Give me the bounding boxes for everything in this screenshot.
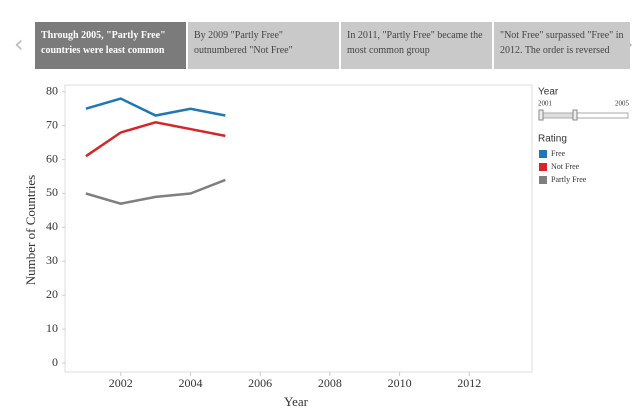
story-tab[interactable]: "Not Free" surpassed "Free" in 2012. The…: [494, 22, 630, 69]
y-tick-label: 60: [46, 151, 58, 165]
legend-label: Not Free: [551, 162, 580, 171]
y-tick-label: 40: [46, 219, 58, 233]
story-tabs: Through 2005, "Partly Free" countries we…: [35, 22, 630, 69]
y-tick-label: 30: [46, 253, 58, 267]
legend-swatch: [539, 176, 547, 184]
y-axis-title: Number of Countries: [23, 175, 38, 285]
legend-swatch: [539, 163, 547, 171]
legend-label: Partly Free: [551, 175, 587, 184]
x-tick-label: 2002: [109, 376, 133, 390]
legend-swatch: [539, 150, 547, 158]
series-line: [85, 97, 226, 117]
x-axis-title: Year: [284, 394, 309, 409]
y-tick-label: 80: [46, 84, 58, 98]
series-line: [85, 178, 226, 205]
story-tab[interactable]: Through 2005, "Partly Free" countries we…: [35, 22, 186, 69]
y-tick-label: 50: [46, 185, 58, 199]
filter-min: 2001: [538, 100, 553, 108]
x-tick-label: 2012: [457, 376, 481, 390]
filter-title: Year: [538, 87, 559, 98]
prev-arrow[interactable]: ‹: [14, 30, 24, 58]
y-tick-label: 70: [46, 117, 58, 131]
x-tick-label: 2010: [388, 376, 412, 390]
slider-handle[interactable]: [572, 109, 578, 121]
slider-handle[interactable]: [538, 109, 544, 121]
y-tick-label: 0: [52, 355, 58, 369]
x-tick-label: 2006: [248, 376, 272, 390]
legend-title: Rating: [538, 134, 567, 145]
y-tick-label: 20: [46, 287, 58, 301]
x-tick-label: 2004: [178, 376, 202, 390]
plot-frame: [64, 84, 533, 373]
slider-range: [539, 112, 576, 119]
story-tab[interactable]: By 2009 "Partly Free" outnumbered "Not F…: [188, 22, 339, 69]
series-line: [85, 121, 226, 158]
filter-max: 2005: [615, 100, 630, 108]
x-tick-label: 2008: [318, 376, 342, 390]
legend-label: Free: [551, 149, 566, 158]
y-tick-label: 10: [46, 321, 58, 335]
story-tab[interactable]: In 2011, "Partly Free" became the most c…: [341, 22, 492, 69]
